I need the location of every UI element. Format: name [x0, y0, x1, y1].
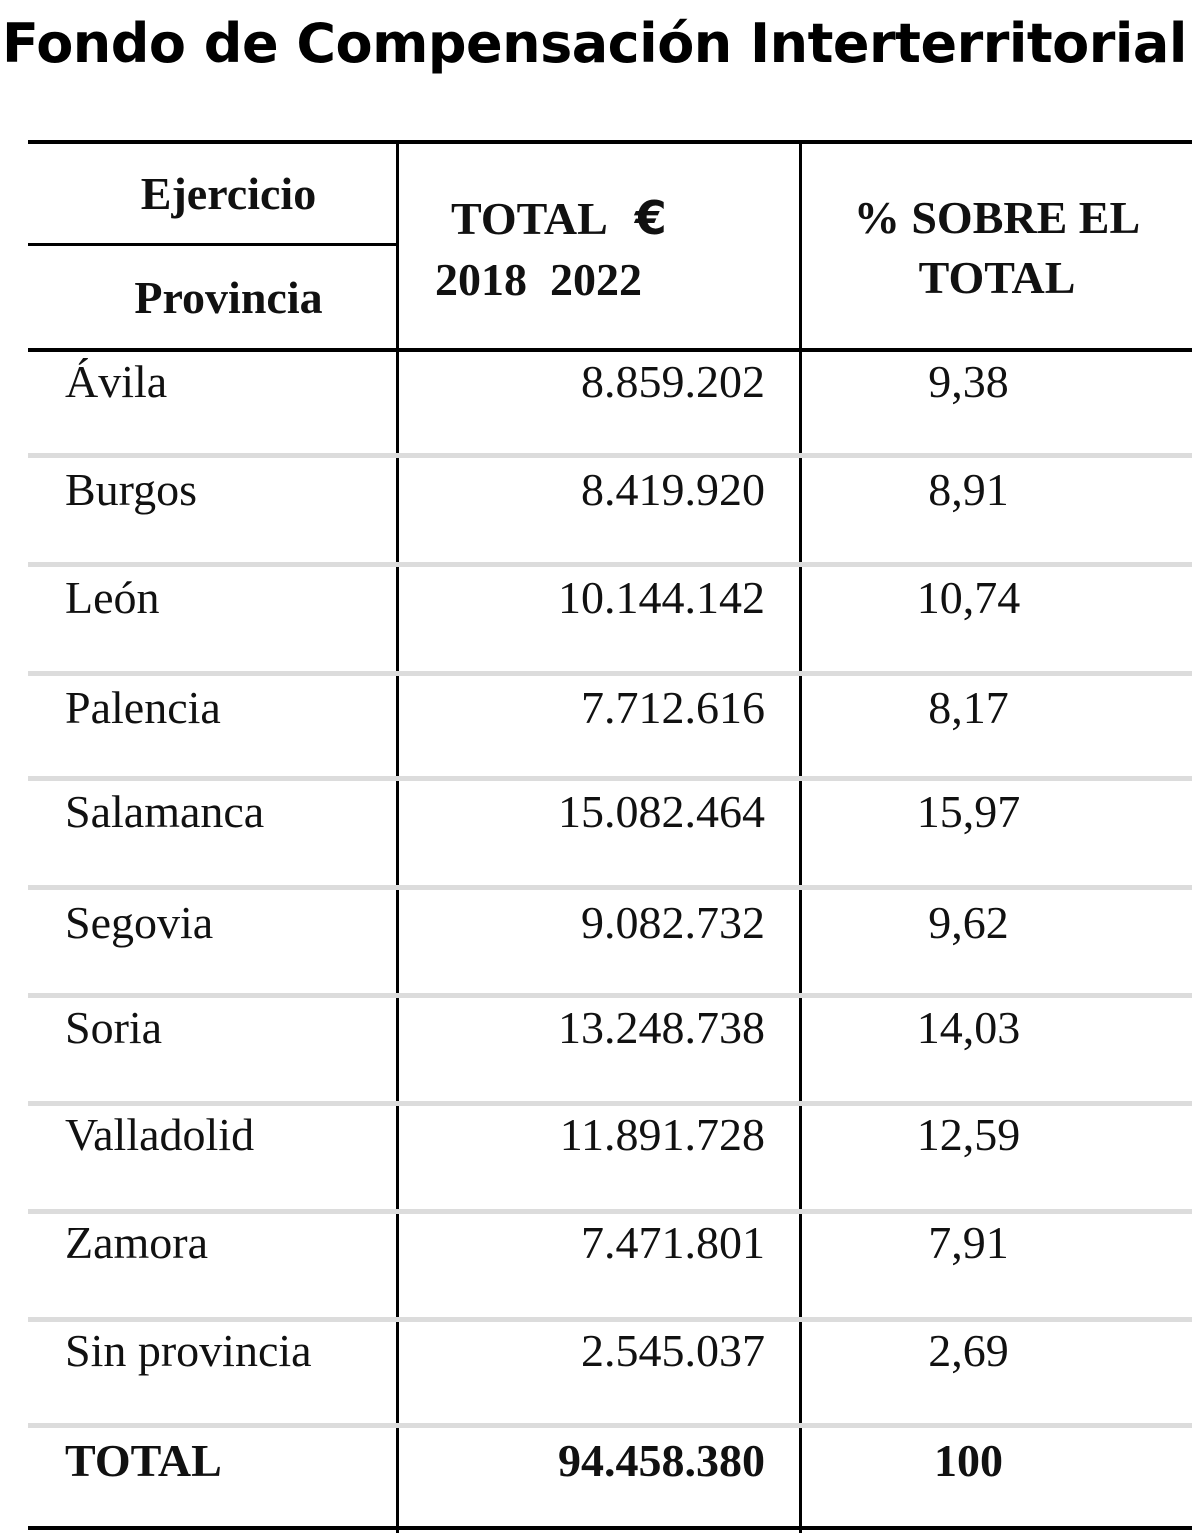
- cell-provincia: Ávila: [65, 356, 168, 407]
- table-total-row: TOTAL 94.458.380 100: [28, 1433, 1192, 1493]
- cell-total: 7.471.801: [581, 1217, 765, 1268]
- cell-pct: 12,59: [916, 1109, 1021, 1160]
- cell-pct: 8,17: [928, 682, 1009, 733]
- table-row: Sin provincia 2.545.037 2,69: [28, 1323, 1192, 1383]
- cell-provincia: Burgos: [65, 464, 198, 515]
- row-separator: [28, 671, 1192, 676]
- cell-total: 9.082.732: [581, 897, 765, 948]
- row-separator: [28, 776, 1192, 781]
- cell-total: 13.248.738: [558, 1002, 765, 1053]
- table-row: León 10.144.142 10,74: [28, 570, 1192, 630]
- table-row: Soria 13.248.738 14,03: [28, 1000, 1192, 1060]
- page-title: Fondo de Compensación Interterritorial: [2, 12, 1187, 75]
- header-bottom-rule: [28, 348, 1192, 352]
- table-row: Palencia 7.712.616 8,17: [28, 680, 1192, 740]
- row-separator: [28, 453, 1192, 458]
- header-ejercicio: Ejercicio: [140, 168, 317, 219]
- column-divider-2: [799, 140, 802, 1533]
- header-total-label: TOTAL: [451, 193, 606, 244]
- cell-total: 2.545.037: [581, 1325, 765, 1376]
- table-row: Segovia 9.082.732 9,62: [28, 895, 1192, 955]
- cell-total: 10.144.142: [558, 572, 765, 623]
- row-separator: [28, 562, 1192, 567]
- cell-total: 8.859.202: [581, 356, 765, 407]
- header-total-line1: TOTAL €: [399, 188, 799, 249]
- table-top-rule: [28, 140, 1192, 144]
- row-separator: [28, 1317, 1192, 1322]
- cell-provincia: León: [65, 572, 160, 623]
- cell-pct: 8,91: [928, 464, 1009, 515]
- cell-total: 8.419.920: [581, 464, 765, 515]
- cell-pct: 14,03: [916, 1002, 1021, 1053]
- cell-provincia: Valladolid: [65, 1109, 255, 1160]
- cell-total-label: TOTAL: [65, 1435, 222, 1486]
- table-row: Burgos 8.419.920 8,91: [28, 462, 1192, 522]
- cell-provincia: Sin provincia: [65, 1325, 312, 1376]
- table-row: Salamanca 15.082.464 15,97: [28, 784, 1192, 844]
- cell-total: 15.082.464: [558, 786, 765, 837]
- corner-split-rule: [28, 243, 397, 246]
- cell-total: 7.712.616: [581, 682, 765, 733]
- table-row: Valladolid 11.891.728 12,59: [28, 1107, 1192, 1167]
- row-separator: [28, 1101, 1192, 1106]
- row-separator: [28, 1423, 1192, 1428]
- row-separator: [28, 885, 1192, 890]
- header-provincia: Provincia: [134, 272, 323, 323]
- euro-icon: €: [634, 191, 667, 245]
- cell-pct: 7,91: [928, 1217, 1009, 1268]
- cell-provincia: Zamora: [65, 1217, 209, 1268]
- table-row: Zamora 7.471.801 7,91: [28, 1215, 1192, 1275]
- row-separator: [28, 1209, 1192, 1214]
- header-total-years: 2018 2022: [435, 254, 642, 305]
- header-pct-line2: TOTAL: [918, 252, 1076, 303]
- cell-pct: 9,38: [928, 356, 1009, 407]
- cell-provincia: Salamanca: [65, 786, 265, 837]
- cell-provincia: Segovia: [65, 897, 214, 948]
- row-separator: [28, 993, 1192, 998]
- cell-pct: 9,62: [928, 897, 1009, 948]
- cell-total-pct: 100: [934, 1435, 1003, 1486]
- column-divider-1: [396, 140, 399, 1533]
- table-row: Ávila 8.859.202 9,38: [28, 354, 1192, 414]
- cell-provincia: Palencia: [65, 682, 221, 733]
- fci-table: Ejercicio Provincia TOTAL € 2018 2022 % …: [28, 140, 1192, 1533]
- cell-pct: 10,74: [916, 572, 1021, 623]
- header-pct-line1: % SOBRE EL: [853, 192, 1141, 243]
- cell-provincia: Soria: [65, 1002, 163, 1053]
- cell-total: 11.891.728: [559, 1109, 765, 1160]
- cell-pct: 2,69: [928, 1325, 1009, 1376]
- table-bottom-rule: [28, 1526, 1192, 1530]
- cell-total-amount: 94.458.380: [558, 1435, 765, 1486]
- cell-pct: 15,97: [916, 786, 1021, 837]
